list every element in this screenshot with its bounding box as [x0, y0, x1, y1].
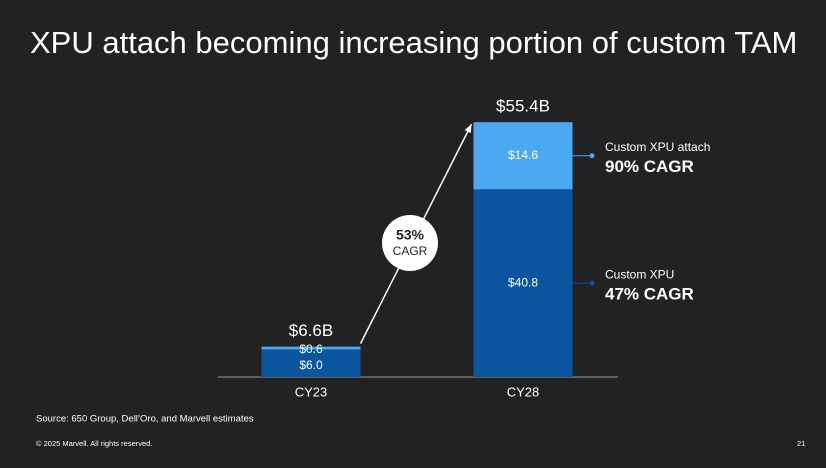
legend-cagr: 90% CAGR [605, 157, 694, 176]
legend-dot [589, 153, 595, 159]
cagr-value: 53% [396, 227, 425, 243]
legend-dot [589, 280, 595, 286]
category-label: CY28 [507, 384, 540, 399]
legend-name: Custom XPU [605, 267, 674, 281]
total-label: $6.6B [289, 321, 333, 340]
value-label: $0.6 [299, 342, 323, 356]
copyright: © 2025 Marvell. All rights reserved. [36, 439, 152, 448]
value-label: $6.0 [299, 358, 323, 372]
bar-segment [473, 122, 573, 190]
bar-segment [261, 349, 361, 377]
cagr-label: CAGR [393, 244, 428, 258]
value-label: $40.8 [508, 275, 538, 289]
source-note: Source: 650 Group, Dell’Oro, and Marvell… [36, 414, 254, 425]
arrow-head [464, 124, 472, 134]
category-label: CY23 [295, 384, 328, 399]
value-label: $14.6 [508, 148, 538, 162]
bar-segment [261, 346, 361, 350]
bar-segment [473, 189, 573, 377]
legend-cagr: 47% CAGR [605, 285, 694, 304]
legend-name: Custom XPU attach [605, 140, 710, 154]
total-label: $55.4B [496, 97, 550, 116]
cagr-bubble [382, 215, 438, 271]
page-number: 21 [797, 439, 805, 448]
slide-title: XPU attach becoming increasing portion o… [30, 25, 797, 60]
